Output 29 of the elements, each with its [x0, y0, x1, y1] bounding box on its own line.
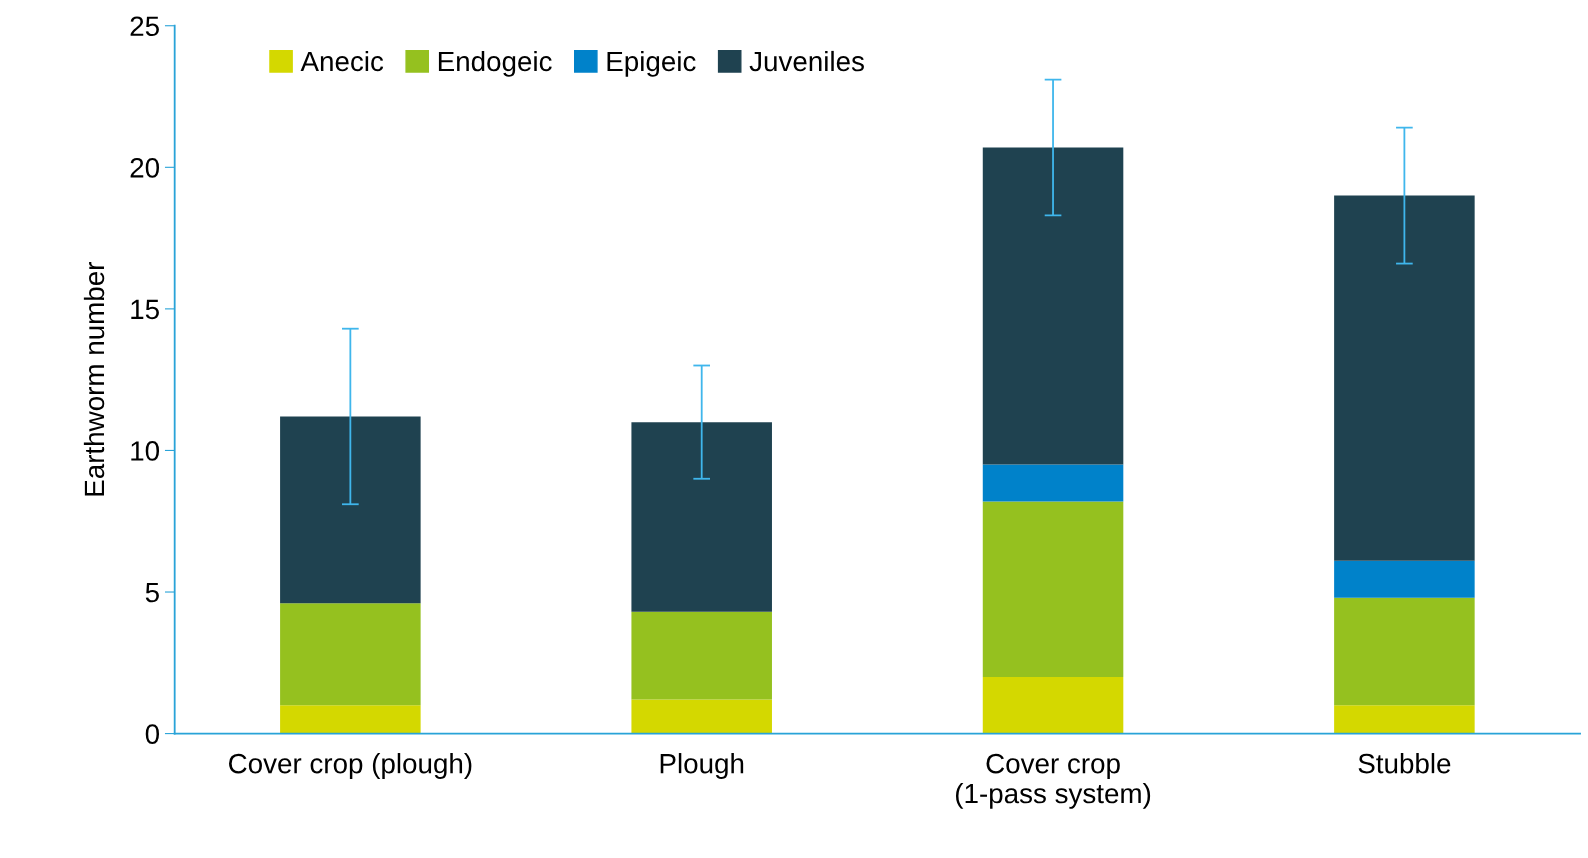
y-tick-label: 20	[130, 157, 160, 178]
y-tick-label: 25	[130, 16, 159, 37]
x-tick-label: Cover crop (1-pass system)	[955, 753, 1151, 809]
bar	[280, 416, 421, 604]
bar	[982, 501, 1124, 677]
legend-label: Endogeic	[438, 50, 552, 77]
bar	[1334, 560, 1475, 598]
legend-label: Anecic	[300, 50, 384, 72]
bar	[982, 464, 1124, 502]
bar	[280, 705, 421, 734]
bar	[1334, 597, 1475, 706]
bar	[982, 676, 1124, 734]
bar	[1334, 195, 1475, 561]
bar	[280, 603, 421, 706]
legend-label: Juveniles	[749, 50, 864, 72]
x-tick-label: Cover crop (plough)	[229, 753, 472, 779]
y-tick-label: 10	[131, 441, 160, 461]
y-tick-label: 15	[131, 299, 159, 320]
bar	[982, 147, 1124, 465]
x-tick-label: Stubble	[1358, 753, 1451, 774]
legend-label: Epigeic	[607, 50, 696, 77]
bar	[631, 611, 772, 700]
bar	[631, 699, 772, 734]
y-tick-label: 5	[145, 582, 159, 603]
x-tick-label: Plough	[660, 753, 744, 779]
y-axis-title: Earthworm number	[83, 262, 105, 496]
y-tick-label: 0	[145, 724, 160, 744]
bar	[1334, 705, 1475, 734]
bar	[631, 422, 772, 612]
